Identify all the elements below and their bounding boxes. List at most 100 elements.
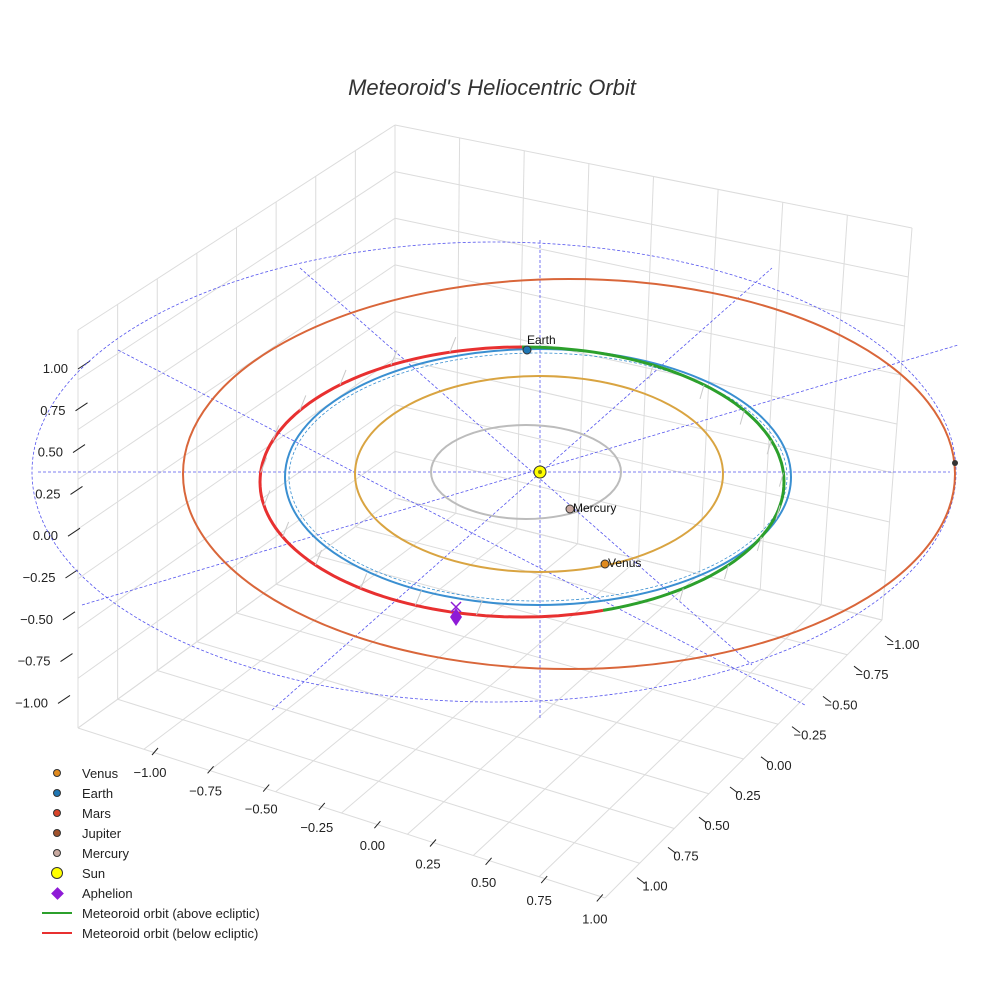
y-tick-label: 0.50 (704, 818, 729, 833)
legend-label: Earth (82, 786, 113, 801)
x-tick-mark (541, 876, 547, 883)
dot-icon (53, 789, 61, 797)
meteoroid-orbit-below (260, 347, 603, 617)
x-tick-label: 0.50 (471, 875, 496, 890)
z-tick-label: 0.75 (40, 403, 65, 418)
floor-gridline (237, 613, 744, 759)
drop-line (283, 522, 289, 537)
z-tick-mark (71, 486, 83, 494)
legend-item-meteoroid-orbit-below-ecliptic[interactable]: Meteoroid orbit (below ecliptic) (40, 923, 260, 943)
legend-label: Mercury (82, 846, 129, 861)
drop-line (700, 385, 704, 399)
drop-line (264, 490, 270, 505)
z-tick-mark (58, 695, 70, 703)
line-icon (42, 912, 72, 914)
legend: Venus Earth Mars Jupiter Mercury Sun Aphelion M… (40, 763, 260, 943)
drop-line (740, 410, 744, 424)
floor-gridline (473, 590, 760, 856)
ecliptic-spoke (272, 268, 772, 710)
z-tick-label: 0.25 (35, 486, 60, 501)
z-tick-label: 1.00 (43, 361, 68, 376)
z-tick-mark (63, 612, 75, 620)
floor-gridline (355, 527, 847, 655)
wall-gridline (760, 202, 783, 589)
ecliptic-reference (32, 240, 958, 720)
y-tick-label: 1.00 (642, 879, 667, 894)
z-tick-label: 0.50 (38, 445, 63, 460)
legend-symbol (40, 912, 74, 914)
legend-symbol (40, 889, 74, 898)
z-tick-label: −0.75 (18, 654, 51, 669)
dot-icon (53, 849, 61, 857)
z-tick-label: −1.00 (15, 695, 48, 710)
legend-label: Mars (82, 806, 111, 821)
mercury-label: Mercury (573, 501, 616, 515)
x-tick-label: 1.00 (582, 911, 607, 926)
wall-gridline (395, 265, 901, 375)
legend-symbol (40, 849, 74, 857)
wall-gridline (395, 125, 912, 228)
earth-marker (523, 346, 531, 354)
legend-item-mercury[interactable]: Mercury (40, 843, 260, 863)
wall-gridline (395, 312, 897, 425)
legend-item-sun[interactable]: Sun (40, 863, 260, 883)
drop-line (415, 590, 421, 605)
z-tick-mark (78, 361, 90, 369)
y-tick-label: 0.25 (735, 788, 760, 803)
legend-label: Meteoroid orbit (below ecliptic) (82, 926, 258, 941)
x-tick-label: −0.25 (300, 820, 333, 835)
drop-line (316, 550, 322, 565)
y-tick-label: 0.75 (673, 848, 698, 863)
venus-label: Venus (608, 556, 641, 570)
legend-item-mars[interactable]: Mars (40, 803, 260, 823)
z-tick-mark (73, 445, 85, 453)
wall-gridline (882, 228, 912, 620)
x-tick-label: 0.00 (360, 838, 385, 853)
dot-icon (53, 829, 61, 837)
legend-symbol (40, 932, 74, 934)
y-tick-label: −0.75 (856, 667, 889, 682)
legend-label: Sun (82, 866, 105, 881)
z-tick-label: 0.00 (33, 528, 58, 543)
drop-line (450, 337, 456, 352)
legend-label: Aphelion (82, 886, 133, 901)
mars-marker (952, 460, 958, 466)
y-tick-label: 0.00 (766, 758, 791, 773)
wall-gridline (395, 172, 908, 277)
legend-label: Meteoroid orbit (above ecliptic) (82, 906, 260, 921)
y-tick-label: −0.25 (794, 728, 827, 743)
legend-label: Venus (82, 766, 118, 781)
z-tick-mark (66, 570, 78, 578)
z-tick-label: −0.50 (20, 612, 53, 627)
legend-item-aphelion[interactable]: Aphelion (40, 883, 260, 903)
y-tick-label: −0.50 (825, 697, 858, 712)
floor-gridline (539, 605, 821, 877)
dot-icon (53, 809, 61, 817)
legend-symbol (40, 789, 74, 797)
legend-symbol (40, 867, 74, 879)
drop-line (649, 365, 653, 379)
x-tick-mark (374, 821, 380, 828)
bigdot-icon (51, 867, 63, 879)
legend-item-venus[interactable]: Venus (40, 763, 260, 783)
floor-gridline (605, 620, 882, 898)
legend-item-jupiter[interactable]: Jupiter (40, 823, 260, 843)
wall-gridline (821, 215, 847, 605)
x-tick-label: 0.75 (527, 893, 552, 908)
z-tick-mark (61, 654, 73, 662)
sun-center (538, 470, 542, 474)
legend-symbol (40, 829, 74, 837)
legend-label: Jupiter (82, 826, 121, 841)
legend-symbol (40, 809, 74, 817)
line-icon (42, 932, 72, 934)
z-tick-label: −0.25 (23, 570, 56, 585)
x-tick-label: 0.25 (415, 857, 440, 872)
wall-gridline (395, 218, 905, 326)
y-tick-label: −1.00 (887, 637, 920, 652)
legend-item-earth[interactable]: Earth (40, 783, 260, 803)
legend-symbol (40, 769, 74, 777)
diamond-icon (51, 887, 64, 900)
legend-item-meteoroid-orbit-above-ecliptic[interactable]: Meteoroid orbit (above ecliptic) (40, 903, 260, 923)
chart-title: Meteoroid's Heliocentric Orbit (348, 75, 637, 100)
dot-icon (53, 769, 61, 777)
